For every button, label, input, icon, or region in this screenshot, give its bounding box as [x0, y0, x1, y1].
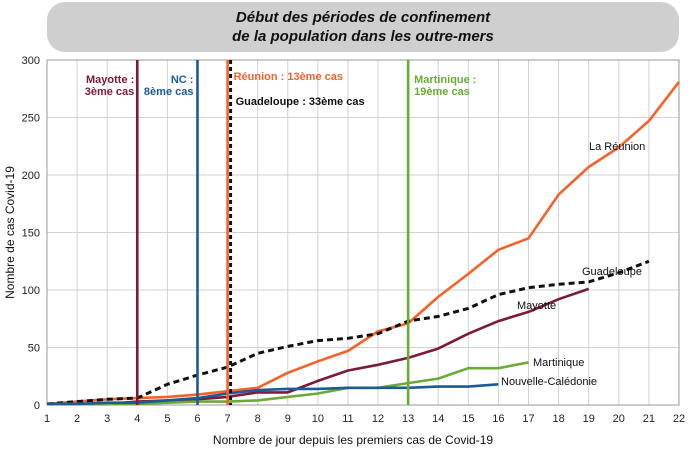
y-tick-label: 200 — [22, 170, 40, 182]
x-tick-label: 16 — [492, 413, 504, 425]
chart-title-line-1: Début des périodes de confinement — [235, 9, 491, 26]
y-axis-label: Nombre de cas Covid-19 — [3, 166, 17, 299]
x-tick-label: 12 — [372, 413, 384, 425]
series-label-4: Nouvelle-Calédonie — [501, 376, 597, 388]
x-tick-label: 22 — [673, 413, 685, 425]
annotation-label-1: NC : — [171, 74, 194, 86]
x-tick-label: 8 — [255, 413, 261, 425]
x-tick-label: 3 — [104, 413, 110, 425]
y-tick-label: 300 — [22, 55, 40, 67]
x-tick-label: 21 — [643, 413, 655, 425]
x-tick-label: 15 — [462, 413, 474, 425]
annotation-label-0: 3ème cas — [85, 86, 135, 98]
chart-title-box: Début des périodes de confinement de la … — [47, 2, 679, 52]
series-label-2: Mayotte — [517, 300, 556, 312]
x-tick-label: 5 — [164, 413, 170, 425]
annotation-label-1: 8ème cas — [144, 86, 194, 98]
y-tick-label: 0 — [34, 400, 40, 412]
y-tick-label: 50 — [28, 343, 40, 355]
plot-frame — [46, 59, 680, 406]
x-tick-label: 6 — [194, 413, 200, 425]
series-label-0: La Réunion — [589, 141, 645, 153]
x-tick-label: 4 — [134, 413, 140, 425]
series-label-1: Guadeloupe — [582, 266, 642, 278]
y-tick-label: 250 — [22, 113, 40, 125]
x-axis-label: Nombre de jour depuis les premiers cas d… — [213, 433, 493, 447]
series-line-4 — [47, 383, 499, 406]
x-tick-label: 11 — [342, 413, 353, 425]
x-tick-label: 9 — [285, 413, 291, 425]
x-tick-label: 20 — [613, 413, 625, 425]
y-tick-label: 150 — [22, 228, 40, 240]
chart-title-line-2: de la population dans les outre-mers — [232, 28, 494, 45]
x-tick-label: 18 — [552, 413, 564, 425]
x-tick-label: 17 — [522, 413, 534, 425]
annotation-label-4: Martinique : — [414, 74, 476, 86]
x-tick-label: 19 — [583, 413, 595, 425]
series-line-1 — [46, 259, 650, 406]
x-tick-label: 10 — [312, 413, 324, 425]
annotation-label-0: Mayotte : — [86, 74, 134, 86]
x-tick-label: 1 — [44, 413, 50, 425]
annotation-label-2: Réunion : 13ème cas — [234, 71, 343, 83]
annotation-label-4: 19ème cas — [414, 86, 470, 98]
annotation-label-3: Guadeloupe : 33ème cas — [236, 96, 365, 108]
x-tick-label: 2 — [74, 413, 80, 425]
x-tick-label: 13 — [402, 413, 414, 425]
series-label-3: Martinique — [533, 357, 584, 369]
x-tick-label: 14 — [432, 413, 444, 425]
x-tick-label: 7 — [225, 413, 231, 425]
series-line-0 — [46, 81, 681, 406]
y-tick-label: 100 — [22, 285, 40, 297]
